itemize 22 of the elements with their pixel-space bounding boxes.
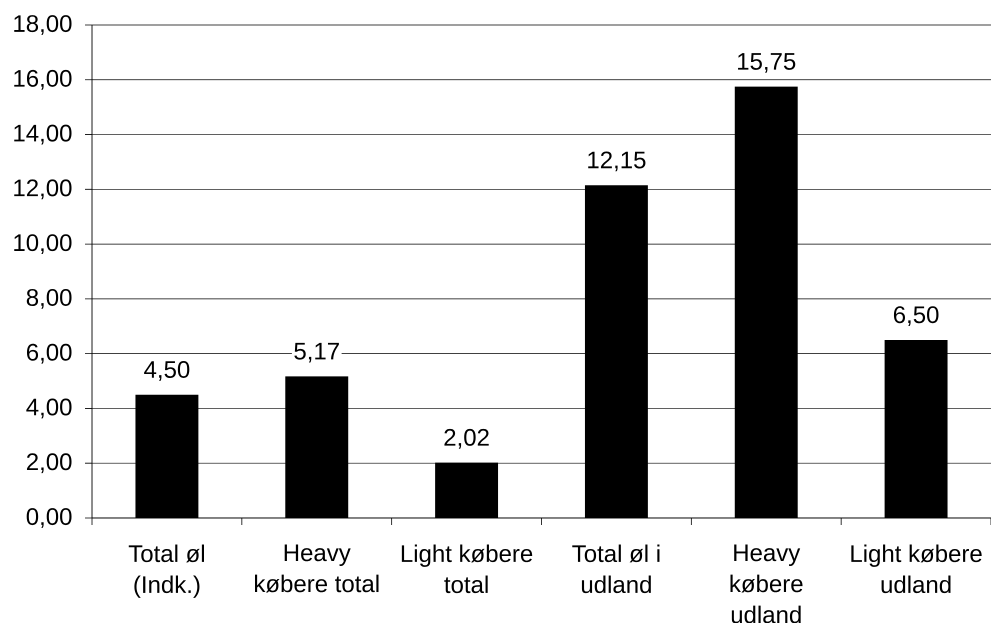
x-tick-label: Light købere udland: [851, 544, 982, 594]
y-tick-label: 2,00: [26, 453, 72, 474]
data-label: 5,17: [294, 342, 339, 362]
y-tick-label: 16,00: [14, 70, 72, 90]
x-tick-label: Total øl i udland: [572, 544, 660, 594]
y-tick-label: 18,00: [14, 15, 72, 35]
x-tick-label: Heavy købere udland: [730, 544, 803, 623]
data-label: 12,15: [588, 151, 646, 172]
y-tick-label: 10,00: [14, 234, 72, 254]
y-tick-label: 12,00: [14, 179, 72, 200]
y-tick-label: 4,00: [26, 398, 72, 418]
data-label: 4,50: [144, 360, 190, 381]
x-tick-label: Total øl (Indk.): [128, 544, 204, 598]
y-tick-label: 0,00: [26, 508, 72, 528]
y-tick-label: 14,00: [14, 124, 72, 144]
y-tick-label: 8,00: [26, 288, 72, 309]
data-label: 2,02: [444, 428, 489, 449]
x-tick-label: Heavy købere total: [255, 544, 378, 592]
data-label: 15,75: [738, 53, 796, 73]
data-label: 6,50: [894, 306, 938, 326]
y-tick-label: 6,00: [26, 344, 72, 364]
x-tick-label: Light købere total: [402, 544, 532, 594]
